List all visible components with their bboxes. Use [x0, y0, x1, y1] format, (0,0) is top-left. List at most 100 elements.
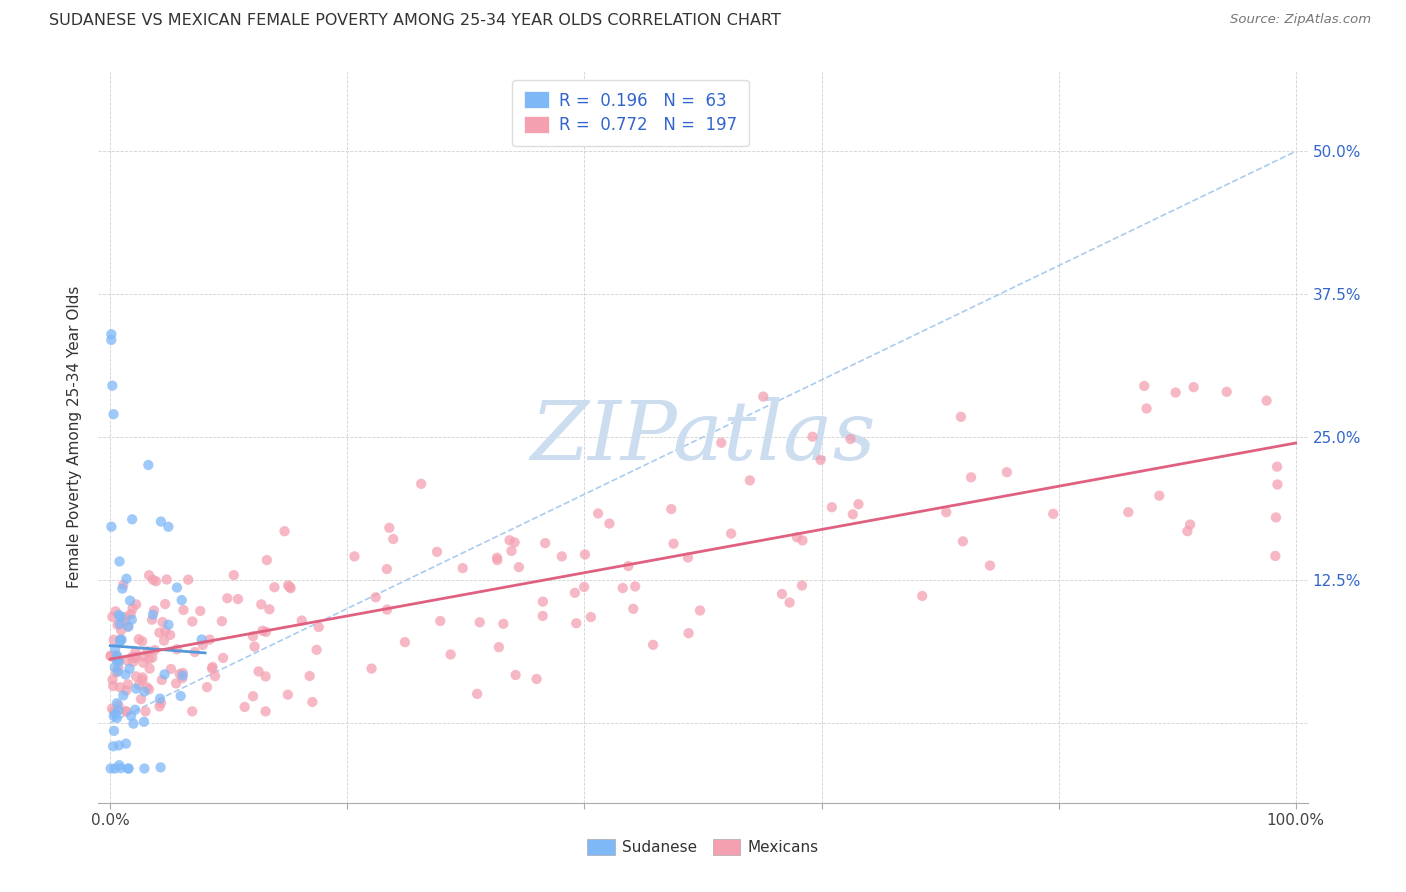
- Mexicans: [115, 654, 138, 668]
- Mexicans: [689, 603, 711, 617]
- Mexicans: [169, 667, 191, 681]
- Mexicans: [107, 698, 129, 713]
- Mexicans: [120, 607, 142, 622]
- Mexicans: [375, 562, 398, 576]
- Sudanese: [118, 662, 141, 676]
- Sudanese: [114, 667, 136, 681]
- Sudanese: [149, 691, 172, 706]
- Mexicans: [531, 608, 554, 623]
- Sudanese: [110, 632, 132, 647]
- Mexicans: [172, 671, 194, 685]
- Mexicans: [143, 603, 166, 617]
- Mexicans: [132, 649, 155, 664]
- Y-axis label: Female Poverty Among 25-34 Year Olds: Female Poverty Among 25-34 Year Olds: [67, 286, 83, 588]
- Mexicans: [792, 533, 814, 548]
- Mexicans: [107, 618, 129, 632]
- Sudanese: [115, 737, 138, 751]
- Mexicans: [138, 652, 160, 666]
- Sudanese: [134, 684, 156, 698]
- Mexicans: [201, 660, 224, 674]
- Mexicans: [254, 705, 277, 719]
- Sudanese: [103, 407, 125, 421]
- Sudanese: [108, 607, 131, 622]
- Mexicans: [952, 534, 974, 549]
- Mexicans: [124, 645, 146, 659]
- Mexicans: [103, 632, 125, 647]
- Mexicans: [426, 545, 449, 559]
- Mexicans: [1149, 489, 1171, 503]
- Mexicans: [145, 574, 167, 589]
- Mexicans: [150, 673, 173, 687]
- Mexicans: [201, 661, 224, 675]
- Mexicans: [115, 609, 138, 624]
- Mexicans: [188, 604, 211, 618]
- Mexicans: [165, 676, 187, 690]
- Mexicans: [242, 690, 264, 704]
- Mexicans: [124, 651, 146, 665]
- Mexicans: [247, 665, 270, 679]
- Sudanese: [108, 758, 131, 772]
- Mexicans: [1178, 517, 1201, 532]
- Mexicans: [181, 705, 204, 719]
- Mexicans: [1256, 393, 1278, 408]
- Sudanese: [104, 642, 127, 657]
- Mexicans: [720, 526, 742, 541]
- Sudanese: [108, 616, 131, 631]
- Mexicans: [153, 597, 176, 611]
- Mexicans: [598, 516, 620, 531]
- Mexicans: [911, 589, 934, 603]
- Mexicans: [112, 615, 135, 629]
- Sudanese: [112, 689, 135, 703]
- Mexicans: [160, 662, 183, 676]
- Sudanese: [190, 632, 212, 647]
- Sudanese: [124, 703, 146, 717]
- Mexicans: [125, 598, 148, 612]
- Sudanese: [101, 378, 124, 392]
- Mexicans: [1177, 524, 1199, 538]
- Mexicans: [678, 626, 700, 640]
- Mexicans: [790, 578, 813, 592]
- Mexicans: [1267, 477, 1289, 491]
- Mexicans: [659, 502, 682, 516]
- Mexicans: [191, 638, 214, 652]
- Sudanese: [149, 760, 172, 774]
- Mexicans: [136, 644, 159, 658]
- Legend: Sudanese, Mexicans: Sudanese, Mexicans: [581, 833, 825, 861]
- Mexicans: [676, 550, 699, 565]
- Mexicans: [108, 681, 131, 695]
- Mexicans: [382, 532, 405, 546]
- Mexicans: [641, 638, 664, 652]
- Mexicans: [138, 682, 160, 697]
- Mexicans: [256, 553, 278, 567]
- Mexicans: [148, 625, 170, 640]
- Mexicans: [624, 579, 647, 593]
- Mexicans: [198, 632, 221, 647]
- Mexicans: [277, 688, 299, 702]
- Mexicans: [115, 683, 138, 698]
- Sudanese: [100, 762, 122, 776]
- Mexicans: [810, 453, 832, 467]
- Mexicans: [131, 634, 153, 648]
- Mexicans: [662, 537, 685, 551]
- Mexicans: [574, 548, 596, 562]
- Sudanese: [170, 593, 193, 607]
- Mexicans: [465, 687, 488, 701]
- Mexicans: [394, 635, 416, 649]
- Mexicans: [498, 533, 520, 548]
- Mexicans: [364, 591, 387, 605]
- Mexicans: [551, 549, 574, 564]
- Sudanese: [105, 653, 128, 667]
- Mexicans: [159, 628, 181, 642]
- Mexicans: [586, 507, 609, 521]
- Mexicans: [125, 669, 148, 683]
- Mexicans: [217, 591, 239, 606]
- Mexicans: [101, 610, 124, 624]
- Mexicans: [949, 409, 972, 424]
- Mexicans: [468, 615, 491, 630]
- Sudanese: [107, 703, 129, 717]
- Sudanese: [117, 762, 139, 776]
- Mexicans: [138, 662, 160, 676]
- Mexicans: [621, 601, 644, 615]
- Sudanese: [153, 667, 176, 681]
- Sudanese: [122, 716, 145, 731]
